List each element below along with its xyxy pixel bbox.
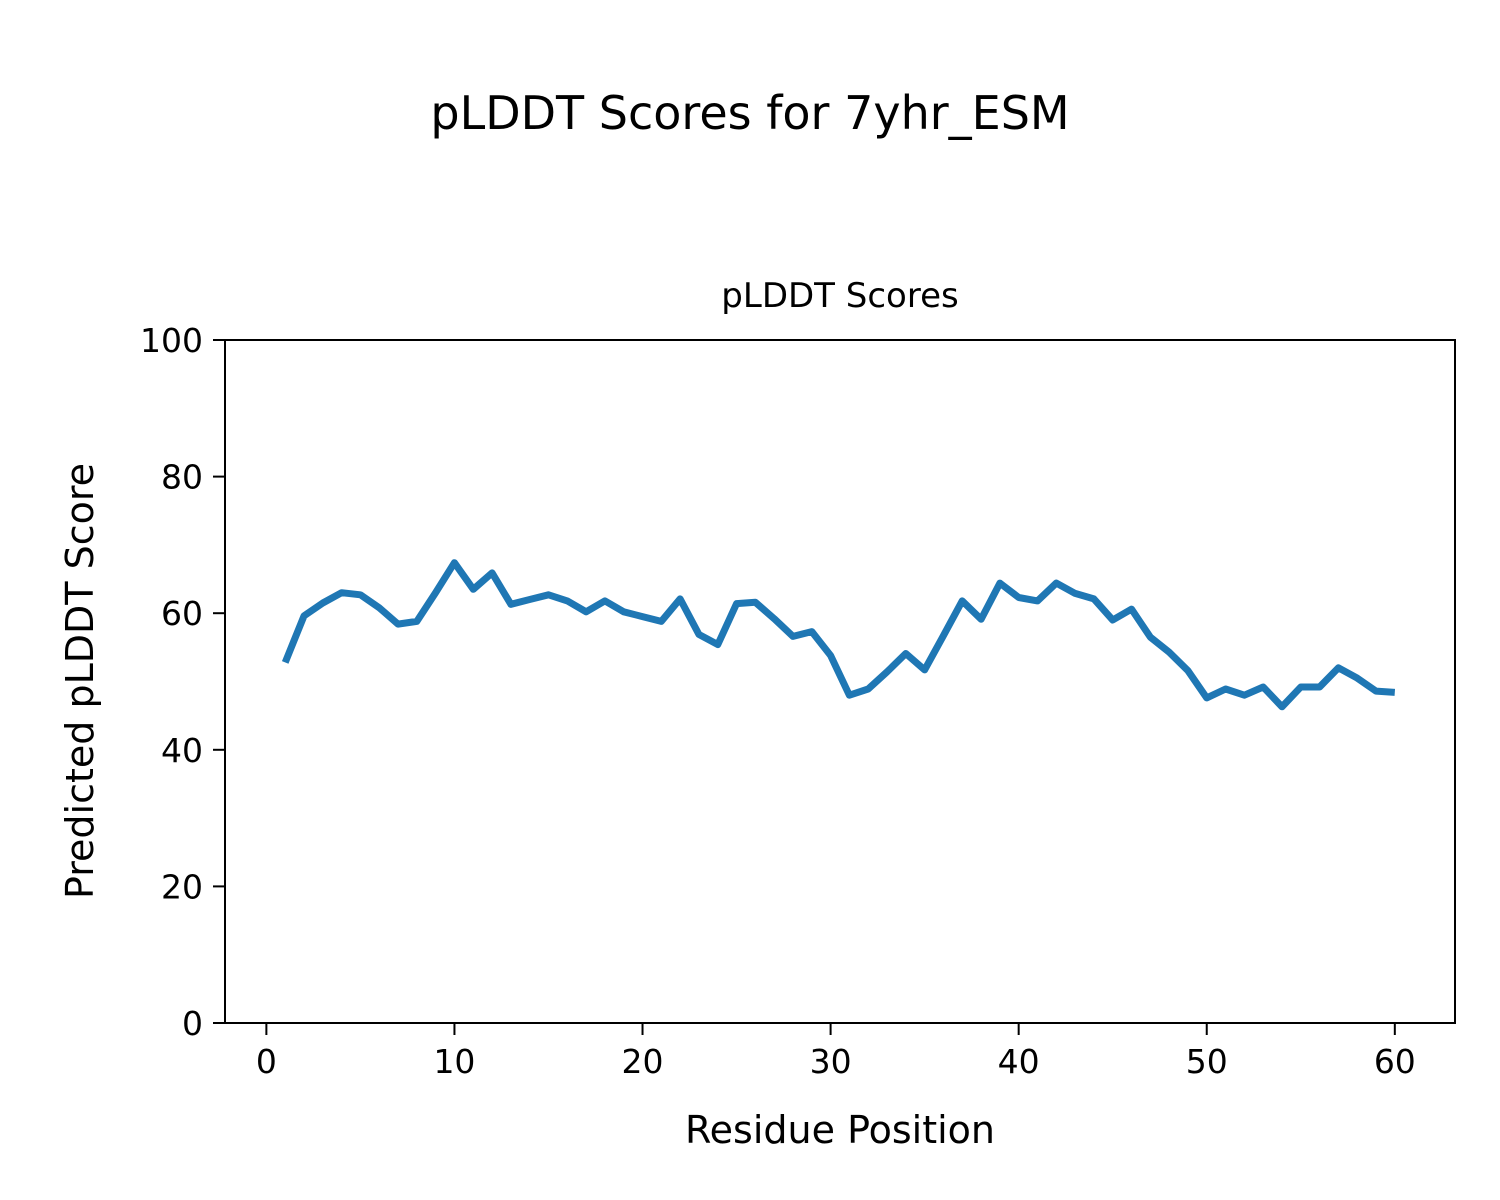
x-tick-label: 50 bbox=[1186, 1042, 1228, 1081]
y-axis-label-text: Predicted pLDDT Score bbox=[58, 463, 102, 899]
x-tick-label: 0 bbox=[256, 1042, 277, 1081]
axes-spines bbox=[224, 339, 1456, 1024]
y-tick-label: 100 bbox=[140, 321, 203, 360]
x-axis-label: Residue Position bbox=[684, 1108, 996, 1152]
plddt-line bbox=[281, 559, 1396, 711]
x-tick-label: 60 bbox=[1374, 1042, 1416, 1081]
y-tick-label: 80 bbox=[161, 458, 203, 497]
y-tick-label: 20 bbox=[161, 867, 203, 906]
y-tick-label: 40 bbox=[161, 731, 203, 770]
x-tick-label: 30 bbox=[810, 1042, 852, 1081]
x-tick-label: 20 bbox=[622, 1042, 664, 1081]
figure-title: pLDDT Scores for 7yhr_ESM bbox=[430, 86, 1070, 140]
axes-title: pLDDT Scores bbox=[721, 276, 959, 316]
x-tick-label: 40 bbox=[998, 1042, 1040, 1081]
y-tick-label: 60 bbox=[161, 594, 203, 633]
x-tick-label: 10 bbox=[433, 1042, 475, 1081]
y-tick-label: 0 bbox=[182, 1004, 203, 1043]
